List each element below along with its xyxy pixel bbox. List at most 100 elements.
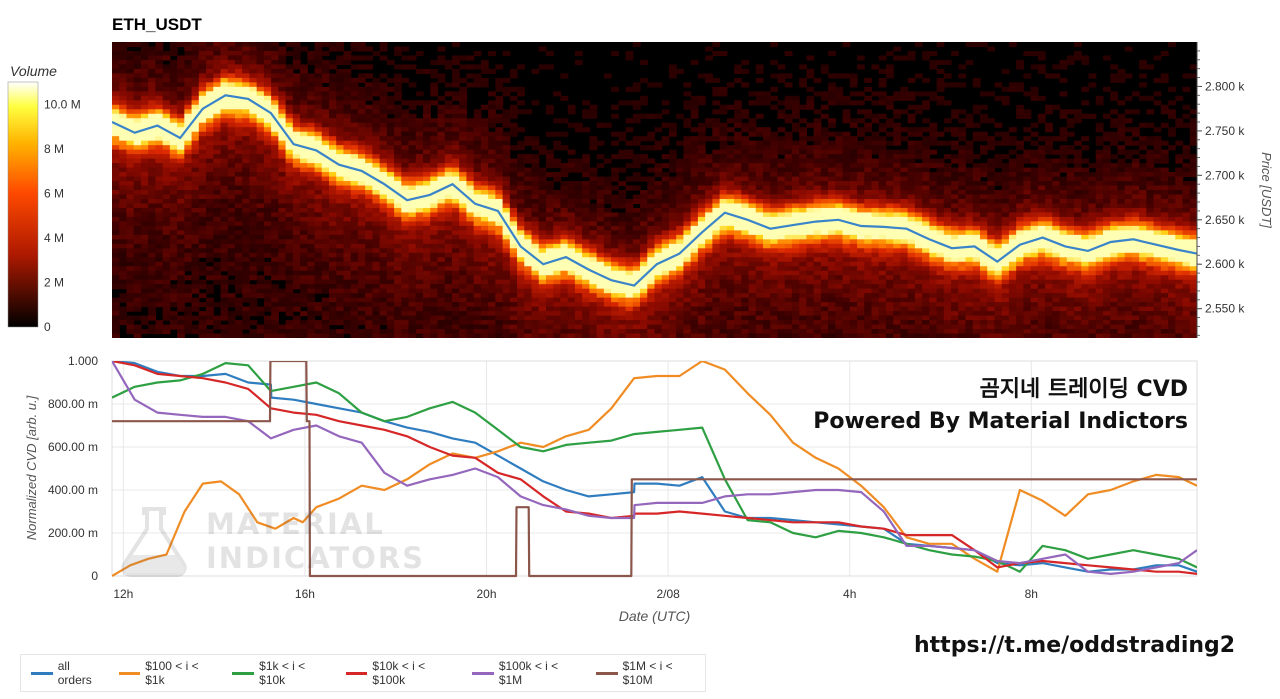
heatmap-cell [444, 113, 453, 119]
heatmap-cell [329, 59, 337, 66]
heatmap-cell [148, 127, 156, 133]
heatmap-cell [632, 315, 641, 321]
heatmap-cell [379, 333, 388, 338]
heatmap-cell [668, 302, 677, 308]
heatmap-cell [271, 68, 279, 74]
heatmap-cell [697, 284, 706, 290]
heatmap-cell [719, 181, 728, 187]
heatmap-cell [263, 86, 272, 92]
heatmap-cell [242, 230, 251, 236]
heatmap-cell [191, 270, 200, 276]
heatmap-cell [184, 221, 193, 227]
heatmap-cell [763, 266, 771, 272]
heatmap-cell [206, 100, 214, 106]
heatmap-cell [668, 261, 677, 267]
heatmap-cell [668, 207, 677, 214]
heatmap-cell [126, 225, 135, 231]
heatmap-cell [256, 207, 265, 214]
heatmap-cell [451, 216, 460, 222]
heatmap-cell [603, 315, 612, 321]
heatmap-cell [451, 127, 460, 133]
heatmap-cell [538, 46, 547, 52]
heatmap-cell [437, 315, 446, 321]
heatmap-cell [430, 158, 439, 164]
heatmap-cell [263, 77, 272, 83]
heatmap-cell [321, 163, 330, 169]
heatmap-cell [553, 212, 562, 218]
heatmap-cell [640, 154, 648, 160]
heatmap-cell [307, 181, 316, 187]
heatmap-cell [466, 163, 475, 169]
heatmap-cell [314, 50, 323, 57]
heatmap-cell [198, 163, 207, 169]
heatmap-cell [755, 181, 764, 187]
heatmap-cell [517, 284, 525, 290]
heatmap-cell [234, 306, 243, 312]
heatmap-cell [336, 252, 345, 258]
heatmap-cell [488, 257, 496, 263]
heatmap-cell [213, 216, 222, 222]
heatmap-cell [668, 176, 677, 182]
heatmap-cell [249, 118, 258, 124]
heatmap-cell [177, 113, 185, 119]
heatmap-cell [191, 216, 200, 222]
heatmap-cell [734, 230, 742, 236]
heatmap-cell [668, 266, 677, 272]
heatmap-cell [632, 302, 641, 308]
heatmap-cell [734, 203, 742, 209]
heatmap-cell [213, 225, 222, 231]
heatmap-cell [459, 154, 468, 160]
heatmap-cell [285, 198, 294, 205]
heatmap-cell [394, 270, 402, 276]
heatmap-cell [162, 324, 171, 330]
heatmap-cell [466, 181, 475, 187]
heatmap-cell [162, 113, 171, 119]
heatmap-cell [126, 50, 135, 57]
heatmap-cell [386, 284, 395, 290]
heatmap-cell [112, 163, 120, 169]
heatmap-cell [560, 252, 569, 258]
heatmap-cell [206, 270, 214, 276]
heatmap-cell [509, 297, 518, 303]
heatmap-cell [386, 311, 395, 317]
heatmap-cell [437, 181, 446, 187]
heatmap-cell [495, 324, 504, 330]
heatmap-cell [430, 131, 439, 137]
heatmap-cell [473, 194, 482, 200]
heatmap-cell [184, 64, 193, 70]
heatmap-cell [647, 324, 656, 330]
heatmap-cell [741, 140, 750, 146]
heatmap-cell [300, 324, 308, 330]
heatmap-cell [459, 329, 468, 335]
heatmap-cell [119, 239, 128, 245]
heatmap-cell [582, 248, 590, 254]
heatmap-cell [220, 113, 229, 119]
heatmap-cell [517, 216, 525, 222]
heatmap-cell [480, 279, 489, 285]
heatmap-cell [451, 248, 460, 254]
heatmap-cell [112, 225, 120, 231]
heatmap-cell [574, 257, 583, 263]
heatmap-cell [112, 55, 120, 61]
heatmap-cell [430, 302, 439, 308]
heatmap-cell [155, 230, 164, 236]
heatmap-cell [271, 221, 279, 227]
heatmap-cell [611, 194, 619, 200]
heatmap-cell [263, 172, 272, 178]
heatmap-cell [560, 230, 569, 236]
heatmap-cell [574, 181, 583, 187]
heatmap-cell [748, 230, 757, 236]
heatmap-cell [242, 154, 251, 160]
heatmap-cell [466, 149, 475, 155]
heatmap-cell [307, 194, 316, 200]
heatmap-cell [133, 64, 142, 70]
heatmap-cell [148, 257, 156, 263]
heatmap-cell [220, 68, 229, 74]
heatmap-cell [488, 284, 496, 290]
heatmap-cell [401, 190, 410, 196]
heatmap-cell [321, 257, 330, 263]
heatmap-cell [763, 154, 771, 160]
heatmap-cell [379, 167, 388, 173]
heatmap-cell [307, 252, 316, 258]
heatmap-cell [177, 145, 185, 151]
